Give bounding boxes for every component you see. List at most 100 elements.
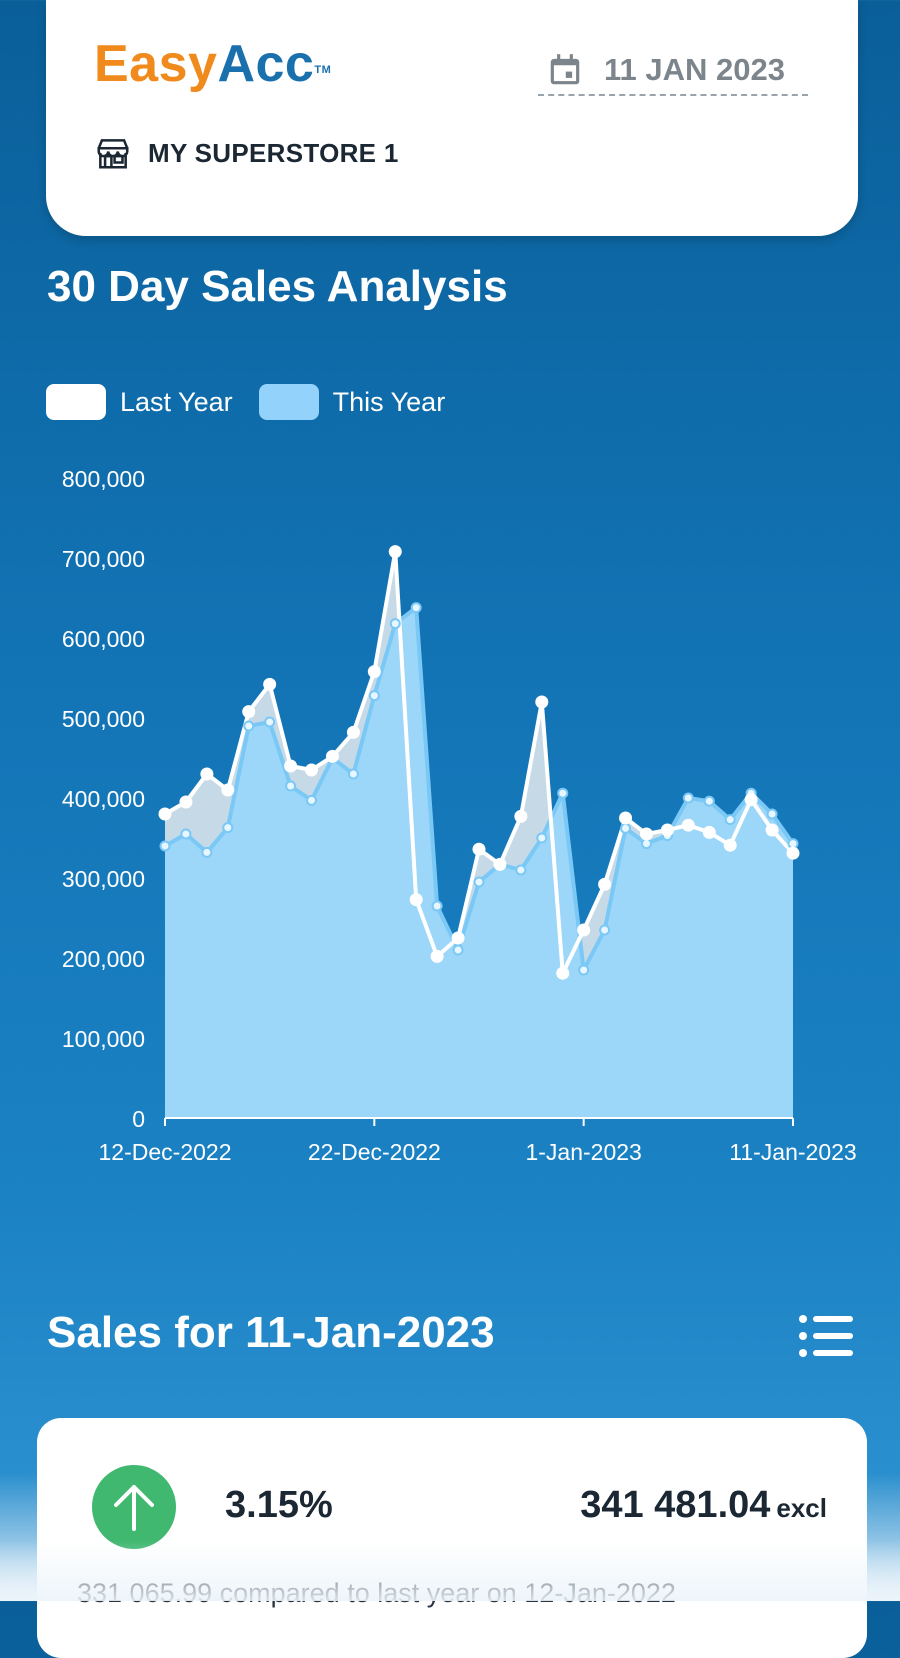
- point-last-year: [577, 923, 591, 937]
- change-percent: 3.15%: [225, 1484, 333, 1526]
- arrow-up-icon: [114, 1485, 154, 1531]
- sales-summary-card: 3.15% 341 481.04 excl 331 065.99 compared…: [37, 1418, 867, 1658]
- point-last-year: [430, 949, 444, 963]
- y-tick-label: 100,000: [62, 1026, 145, 1052]
- point-last-year: [325, 749, 339, 763]
- sales-amount-suffix: excl: [776, 1493, 827, 1523]
- point-this-year: [515, 864, 527, 876]
- point-this-year: [285, 780, 297, 792]
- point-last-year: [158, 807, 172, 821]
- point-last-year: [619, 811, 633, 825]
- trend-up-indicator: [92, 1465, 176, 1549]
- point-this-year: [410, 602, 422, 614]
- x-tick-label: 11-Jan-2023: [729, 1139, 856, 1165]
- point-last-year: [346, 725, 360, 739]
- point-last-year: [200, 767, 214, 781]
- area-this-year: [165, 607, 793, 1118]
- y-tick-label: 500,000: [62, 706, 145, 732]
- point-last-year: [598, 877, 612, 891]
- y-tick-label: 0: [132, 1106, 145, 1132]
- y-tick-label: 300,000: [62, 866, 145, 892]
- point-this-year: [536, 832, 548, 844]
- point-last-year: [514, 809, 528, 823]
- point-this-year: [452, 944, 464, 956]
- point-last-year: [472, 842, 486, 856]
- point-last-year: [221, 783, 235, 797]
- easyacc-logo: EasyAccTM: [94, 34, 331, 94]
- point-last-year: [723, 838, 737, 852]
- point-this-year: [243, 720, 255, 732]
- point-last-year: [702, 825, 716, 839]
- point-last-year: [409, 893, 423, 907]
- point-last-year: [367, 665, 381, 679]
- store-name: MY SUPERSTORE 1: [148, 137, 399, 168]
- point-this-year: [724, 814, 736, 826]
- point-this-year: [620, 822, 632, 834]
- point-this-year: [264, 716, 276, 728]
- point-last-year: [765, 823, 779, 837]
- calendar-icon: [550, 54, 580, 85]
- point-this-year: [368, 690, 380, 702]
- point-last-year: [556, 966, 570, 980]
- y-tick-label: 700,000: [62, 546, 145, 572]
- chart-legend: Last Year This Year: [46, 384, 471, 420]
- logo-easy-text: Easy: [94, 35, 218, 93]
- point-last-year: [681, 818, 695, 832]
- point-last-year: [388, 545, 402, 559]
- legend-item-this-year[interactable]: This Year: [258, 384, 446, 420]
- legend-label-last-year: Last Year: [120, 386, 233, 417]
- point-this-year: [703, 795, 715, 807]
- legend-item-last-year[interactable]: Last Year: [46, 384, 233, 420]
- point-last-year: [451, 931, 465, 945]
- y-tick-label: 200,000: [62, 946, 145, 972]
- point-last-year: [305, 763, 319, 777]
- point-this-year: [578, 964, 590, 976]
- point-this-year: [306, 794, 318, 806]
- sales-title: Sales for 11-Jan-2023: [47, 1308, 495, 1357]
- legend-swatch-last-year: [46, 384, 106, 420]
- point-last-year: [179, 795, 193, 809]
- point-last-year: [744, 793, 758, 807]
- point-this-year: [766, 808, 778, 820]
- point-this-year: [389, 618, 401, 630]
- point-this-year: [473, 876, 485, 888]
- list-menu-icon[interactable]: [798, 1314, 854, 1358]
- point-this-year: [180, 828, 192, 840]
- legend-swatch-this-year: [258, 384, 319, 420]
- logo-trademark: TM: [314, 64, 332, 76]
- sales-amount: 341 481.04 excl: [580, 1484, 827, 1527]
- point-this-year: [347, 768, 359, 780]
- x-tick-label: 12-Dec-2022: [99, 1139, 232, 1165]
- store-selector[interactable]: MY SUPERSTORE 1: [94, 134, 399, 172]
- point-last-year: [242, 705, 256, 719]
- point-this-year: [682, 792, 694, 804]
- store-icon: [97, 139, 129, 169]
- sales-amount-value: 341 481.04: [580, 1484, 771, 1526]
- selected-date: 11 JAN 2023: [604, 52, 785, 87]
- point-this-year: [557, 787, 569, 799]
- point-last-year: [284, 759, 298, 773]
- point-last-year: [639, 827, 653, 841]
- point-this-year: [201, 846, 213, 858]
- date-picker[interactable]: 11 JAN 2023: [538, 46, 808, 96]
- analysis-title: 30 Day Sales Analysis: [47, 262, 508, 311]
- point-last-year: [263, 677, 277, 691]
- point-this-year: [222, 822, 234, 834]
- x-tick-label: 22-Dec-2022: [308, 1139, 441, 1165]
- comparison-text: 331 065.99 compared to last year on 12-J…: [77, 1578, 676, 1608]
- sales-chart[interactable]: 0 100,000 200,000 300,000 400,000 500,000 600,…: [0, 450, 900, 1210]
- legend-label-this-year: This Year: [332, 386, 446, 417]
- point-this-year: [599, 924, 611, 936]
- point-this-year: [431, 900, 443, 912]
- point-this-year: [159, 840, 171, 852]
- x-tick-label: 1-Jan-2023: [525, 1139, 641, 1165]
- y-tick-label: 800,000: [62, 466, 145, 492]
- y-tick-label: 400,000: [62, 786, 145, 812]
- logo-acc-text: Acc: [217, 35, 315, 93]
- y-tick-label: 600,000: [62, 626, 145, 652]
- point-last-year: [786, 846, 800, 860]
- point-last-year: [493, 857, 507, 871]
- header-card: EasyAccTM 11 JAN 2023 MY SUPERSTORE 1: [46, 0, 858, 236]
- point-last-year: [660, 823, 674, 837]
- point-last-year: [535, 695, 549, 709]
